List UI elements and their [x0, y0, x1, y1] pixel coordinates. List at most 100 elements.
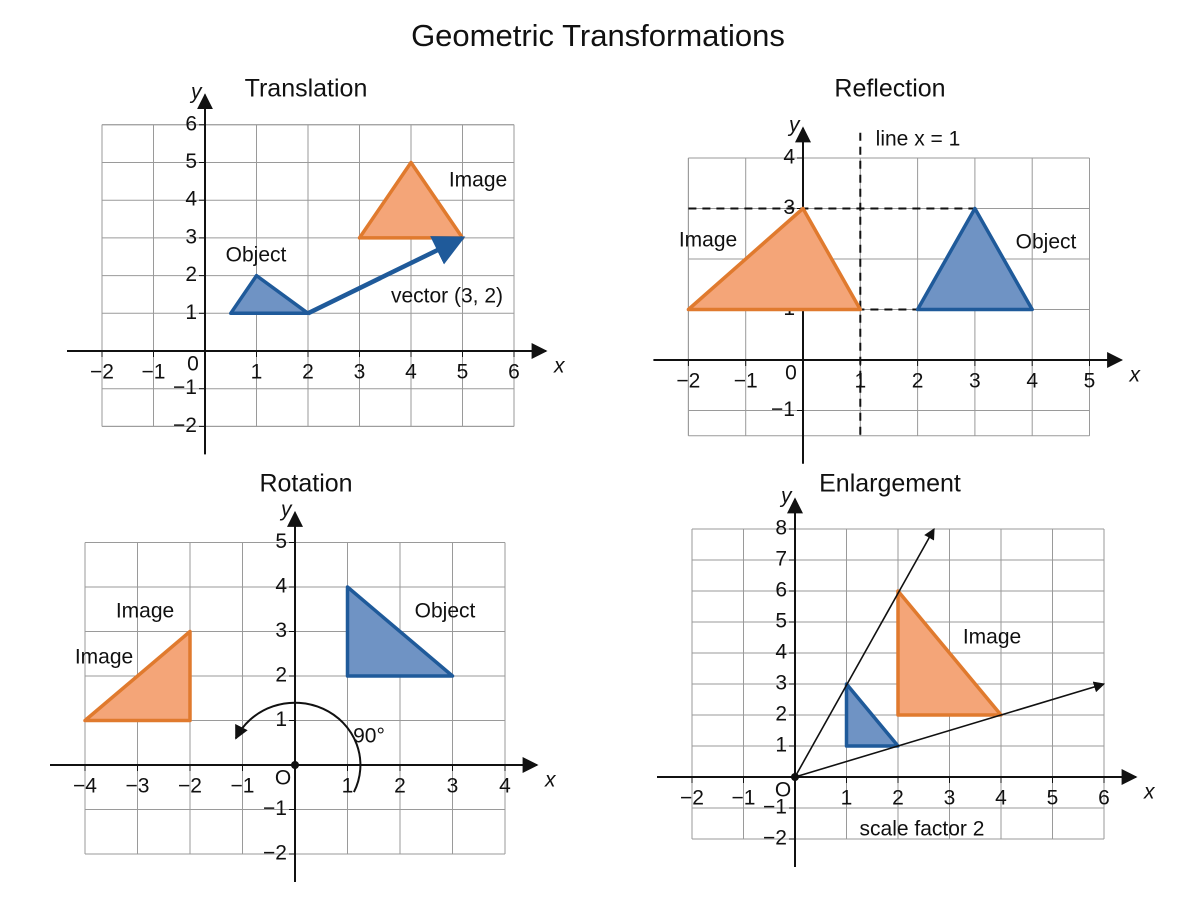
triangle — [345, 585, 455, 678]
origin-label: O — [275, 767, 291, 790]
triangle — [229, 273, 310, 316]
origin-label: O — [775, 779, 791, 802]
x-tick-label: 3 — [969, 370, 981, 393]
y-tick-label: −2 — [263, 842, 287, 865]
triangle — [686, 206, 863, 312]
x-axis-label: x — [1129, 364, 1142, 387]
panel-title: Enlargement — [819, 470, 961, 498]
origin-label: 0 — [785, 362, 797, 385]
y-tick-label: 7 — [775, 548, 787, 571]
x-tick-label: 2 — [912, 370, 924, 393]
y-tick-label: 2 — [275, 664, 287, 687]
y-tick-label: 5 — [275, 530, 287, 553]
annotation: Image — [679, 229, 737, 252]
triangle — [915, 206, 1034, 312]
x-tick-label: 3 — [447, 775, 459, 798]
x-tick-label: −2 — [676, 370, 700, 393]
y-tick-label: 1 — [775, 734, 787, 757]
centre-point — [291, 761, 299, 769]
x-tick-label: 3 — [354, 361, 366, 384]
x-tick-label: −3 — [126, 775, 150, 798]
rotation-arc — [234, 701, 362, 793]
x-tick-label: −2 — [680, 787, 704, 810]
y-tick-label: 3 — [775, 672, 787, 695]
y-tick-label: 4 — [275, 575, 287, 598]
y-axis-label: y — [787, 114, 801, 137]
y-tick-label: 2 — [775, 703, 787, 726]
y-tick-label: −2 — [173, 414, 197, 437]
y-tick-label: −2 — [763, 827, 787, 850]
x-tick-label: 3 — [944, 787, 956, 810]
main-title: Geometric Transformations — [411, 18, 785, 53]
y-tick-label: −1 — [771, 398, 795, 421]
x-tick-label: −2 — [90, 361, 114, 384]
annotation: Object — [1016, 231, 1077, 254]
centre-point — [791, 773, 799, 781]
x-tick-label: 2 — [394, 775, 406, 798]
triangle — [896, 589, 1003, 717]
x-tick-label: 1 — [854, 370, 866, 393]
annotation: Image — [75, 646, 133, 669]
x-tick-label: 2 — [302, 361, 314, 384]
y-tick-label: −1 — [263, 797, 287, 820]
annotation: Image — [963, 626, 1021, 649]
triangle — [357, 160, 465, 240]
panel-title: Translation — [245, 75, 368, 103]
triangle — [844, 682, 900, 748]
x-tick-label: 5 — [457, 361, 469, 384]
annotation: Object — [226, 244, 287, 267]
x-tick-label: 4 — [1026, 370, 1038, 393]
y-tick-label: 6 — [775, 579, 787, 602]
x-tick-label: −2 — [178, 775, 202, 798]
y-tick-label: −1 — [763, 796, 787, 819]
x-tick-label: −4 — [73, 775, 97, 798]
arrow — [794, 528, 935, 778]
y-tick-label: 4 — [783, 146, 795, 169]
y-tick-label: 1 — [275, 708, 287, 731]
y-tick-label: 5 — [775, 610, 787, 633]
y-tick-label: 1 — [185, 301, 197, 324]
y-tick-label: 4 — [775, 641, 787, 664]
y-axis-label: y — [279, 498, 293, 521]
arrow — [794, 681, 1106, 778]
x-axis-label: x — [553, 355, 566, 378]
x-tick-label: −1 — [734, 370, 758, 393]
y-tick-label: 2 — [185, 263, 197, 286]
x-tick-label: −1 — [732, 787, 756, 810]
annotation: scale factor 2 — [860, 818, 985, 841]
annotation: Object — [415, 600, 476, 623]
y-tick-label: −1 — [173, 376, 197, 399]
y-axis-label: y — [779, 485, 793, 508]
annotation: vector (3, 2) — [391, 285, 503, 308]
panel-title: Reflection — [834, 75, 945, 103]
x-tick-label: 1 — [342, 775, 354, 798]
y-tick-label: 5 — [185, 150, 197, 173]
x-tick-label: 4 — [995, 787, 1007, 810]
annotation: Image — [449, 169, 507, 192]
annotation: line x = 1 — [876, 128, 961, 151]
annotation: 90° — [353, 725, 385, 748]
x-tick-label: 1 — [251, 361, 263, 384]
x-axis-label: x — [1143, 781, 1156, 804]
x-tick-label: 1 — [841, 787, 853, 810]
x-tick-label: 2 — [892, 787, 904, 810]
x-tick-label: 6 — [1098, 787, 1110, 810]
x-tick-label: 6 — [508, 361, 520, 384]
x-tick-label: −1 — [142, 361, 166, 384]
x-tick-label: 5 — [1047, 787, 1059, 810]
x-axis-label: x — [544, 769, 557, 792]
y-tick-label: 3 — [275, 619, 287, 642]
x-tick-label: −1 — [231, 775, 255, 798]
panel-title: Rotation — [259, 470, 352, 498]
triangle — [83, 629, 192, 723]
y-axis-label: y — [189, 80, 203, 103]
annotation: Image — [116, 600, 174, 623]
y-tick-label: 6 — [185, 112, 197, 135]
y-tick-label: 3 — [185, 225, 197, 248]
arrow — [307, 235, 466, 316]
y-tick-label: 4 — [185, 188, 197, 211]
y-tick-label: 8 — [775, 517, 787, 540]
x-tick-label: 4 — [405, 361, 417, 384]
origin-label: 0 — [187, 353, 199, 376]
